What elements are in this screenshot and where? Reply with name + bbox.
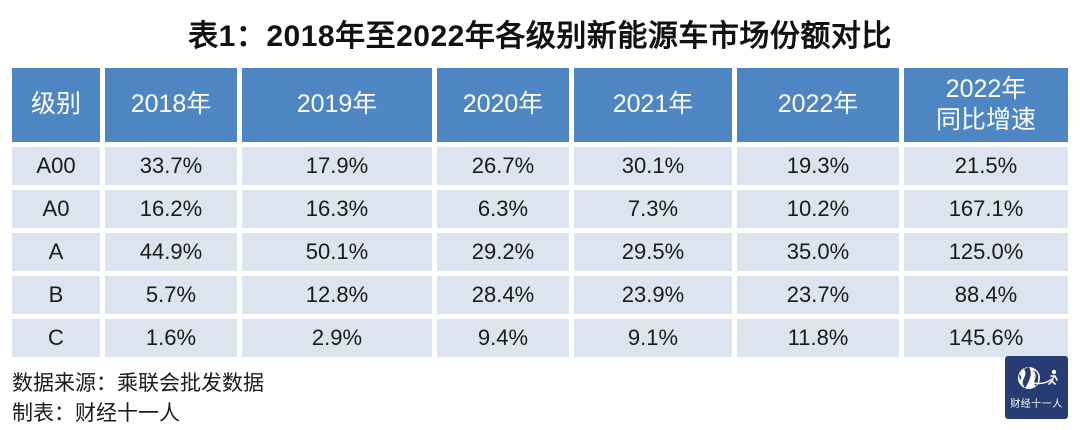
cell-a0-2019: 16.3%	[242, 190, 432, 228]
cell-b-2019: 12.8%	[242, 276, 432, 314]
cell-b-2020: 28.4%	[437, 276, 569, 314]
cell-b-yoy: 88.4%	[904, 276, 1068, 314]
cell-b-2022: 23.7%	[737, 276, 899, 314]
column-header-2019: 2019年	[242, 68, 432, 142]
cell-a00-2021: 30.1%	[574, 147, 732, 185]
cell-a00-2022: 19.3%	[737, 147, 899, 185]
cell-a0-2021: 7.3%	[574, 190, 732, 228]
cell-a-2020: 29.2%	[437, 233, 569, 271]
cell-a00-2020: 26.7%	[437, 147, 569, 185]
cell-a-2019: 50.1%	[242, 233, 432, 271]
cell-c-2020: 9.4%	[437, 319, 569, 357]
cell-a-2018: 44.9%	[105, 233, 237, 271]
column-header-2020: 2020年	[437, 68, 569, 142]
table-credit-note: 制表：财经十一人	[12, 402, 180, 426]
footer-notes: 数据来源：乘联会批发数据 制表：财经十一人	[12, 369, 1080, 430]
market-share-table: 级别 2018年 2019年 2020年 2021年 2022年 2022年 同…	[12, 68, 1068, 357]
column-header-2018: 2018年	[105, 68, 237, 142]
cell-c-2018: 1.6%	[105, 319, 237, 357]
cell-a0-2022: 10.2%	[737, 190, 899, 228]
globe-runner-icon	[1017, 367, 1058, 389]
cell-a0-2018: 16.2%	[105, 190, 237, 228]
row-label-c: C	[12, 319, 100, 357]
cell-c-2022: 11.8%	[737, 319, 899, 357]
cell-a0-yoy: 167.1%	[904, 190, 1068, 228]
cell-b-2018: 5.7%	[105, 276, 237, 314]
data-source-note: 数据来源：乘联会批发数据	[12, 372, 264, 395]
column-header-segment: 级别	[12, 68, 100, 142]
cell-c-2021: 9.1%	[574, 319, 732, 357]
cell-a-2022: 35.0%	[737, 233, 899, 271]
publisher-logo: 财经十一人	[1005, 356, 1068, 419]
page-title: 表1：2018年至2022年各级别新能源车市场份额对比	[188, 20, 892, 53]
logo-text: 财经十一人	[1010, 399, 1063, 410]
cell-a-yoy: 125.0%	[904, 233, 1068, 271]
cell-c-2019: 2.9%	[242, 319, 432, 357]
column-header-2022-yoy: 2022年 同比增速	[904, 68, 1068, 142]
cell-a00-yoy: 21.5%	[904, 147, 1068, 185]
cell-a0-2020: 6.3%	[437, 190, 569, 228]
column-header-2021: 2021年	[574, 68, 732, 142]
row-label-b: B	[12, 276, 100, 314]
column-header-2022: 2022年	[737, 68, 899, 142]
cell-a00-2019: 17.9%	[242, 147, 432, 185]
cell-c-yoy: 145.6%	[904, 319, 1068, 357]
cell-a00-2018: 33.7%	[105, 147, 237, 185]
row-label-a0: A0	[12, 190, 100, 228]
cell-b-2021: 23.9%	[574, 276, 732, 314]
row-label-a00: A00	[12, 147, 100, 185]
row-label-a: A	[12, 233, 100, 271]
cell-a-2021: 29.5%	[574, 233, 732, 271]
